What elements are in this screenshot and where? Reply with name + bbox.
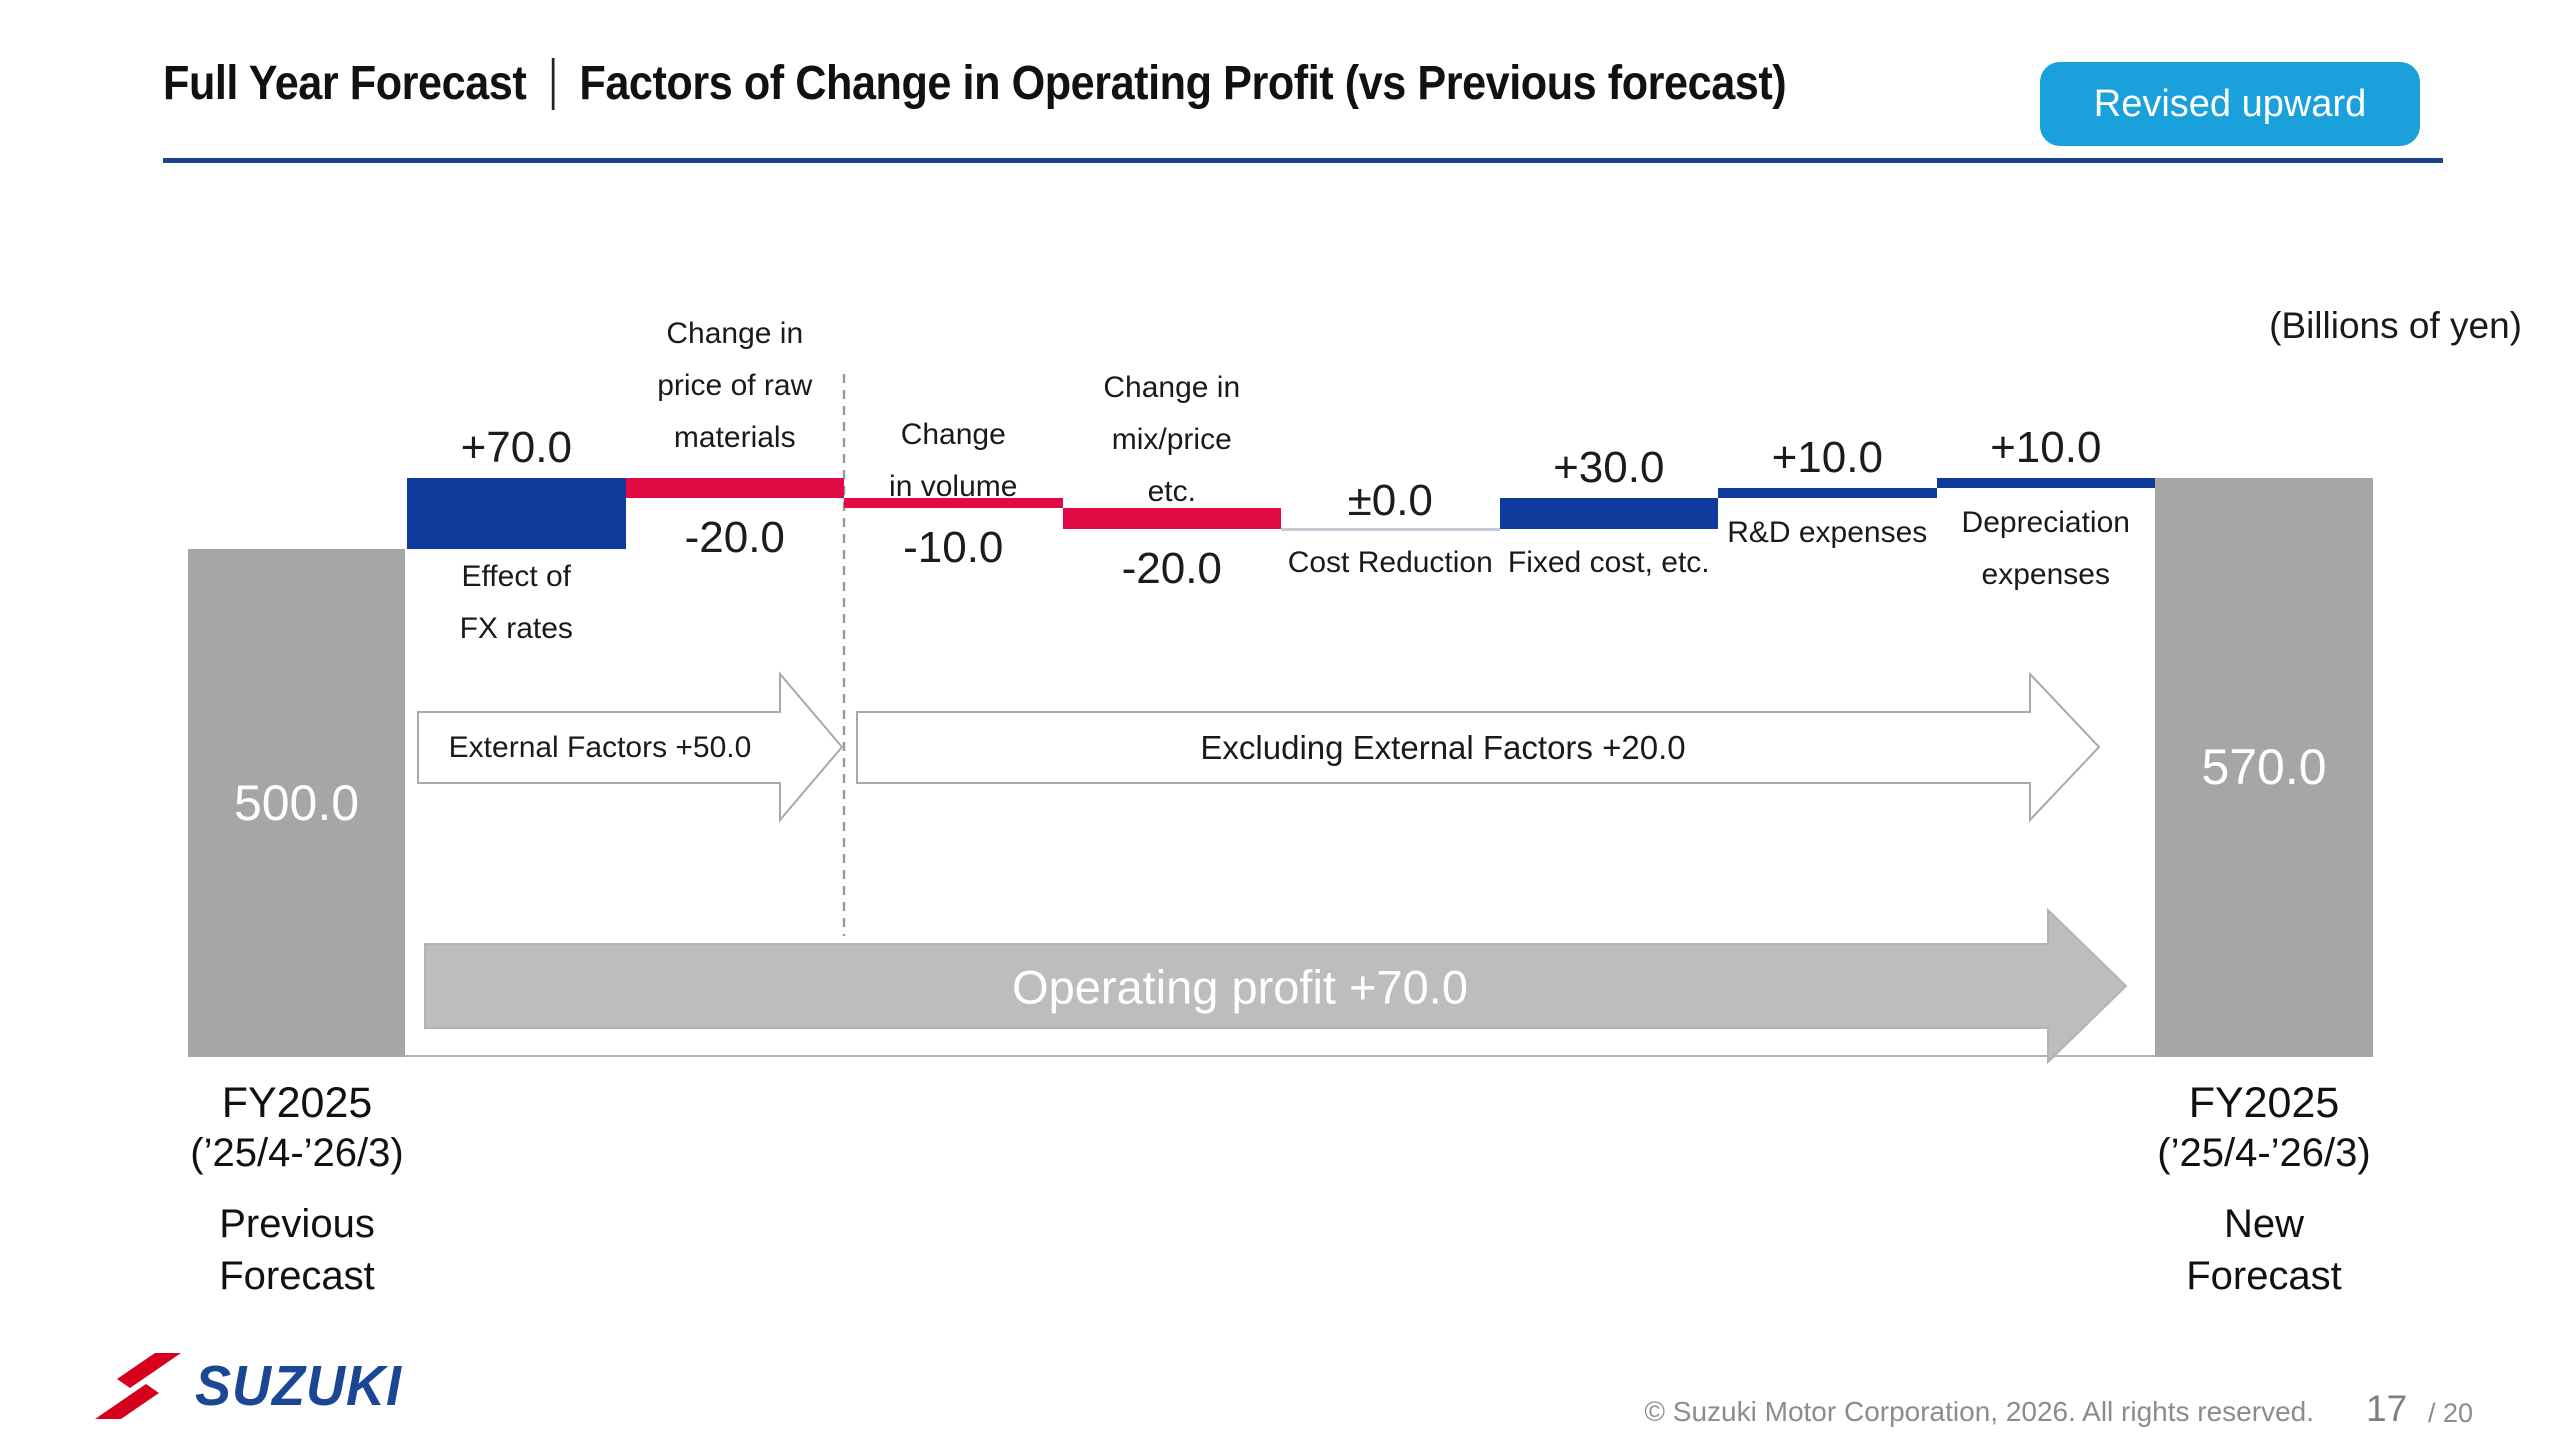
start-period: (’25/4-’26/3) xyxy=(190,1131,404,1175)
external-factors-arrow-label: External Factors +50.0 xyxy=(448,731,752,764)
step-label-change-in-price-of-raw-materials-line2: price of raw xyxy=(657,369,813,402)
step-bar-depreciation-expenses xyxy=(1936,477,2155,489)
start-total-bar: 500.0 xyxy=(188,549,405,1057)
step-label-change-in-mix-price-etc-line2: mix/price xyxy=(1111,423,1232,456)
step-value-change-in-volume: -10.0 xyxy=(903,523,1004,573)
start-forecast-word2: Forecast xyxy=(219,1254,375,1298)
step-bar-effect-of-fx-rates xyxy=(407,477,626,549)
step-bar-cost-reduction xyxy=(1281,527,1500,531)
step-value-fixed-cost-etc: +30.0 xyxy=(1553,443,1665,493)
end-fiscal-year: FY2025 xyxy=(2188,1079,2340,1127)
step-label-depreciation-expenses-line1: Depreciation xyxy=(1961,506,2130,539)
start-fiscal-year: FY2025 xyxy=(221,1079,373,1127)
revised-upward-badge: Revised upward xyxy=(2040,62,2420,146)
step-label-effect-of-fx-rates-line1: Effect of xyxy=(461,560,572,593)
chart-baseline xyxy=(188,1055,2373,1057)
title-underline xyxy=(163,158,2443,163)
step-value-cost-reduction: ±0.0 xyxy=(1347,475,1433,525)
step-label-cost-reduction-line1: Cost Reduction xyxy=(1287,546,1493,579)
page-total: / 20 xyxy=(2428,1398,2474,1428)
step-value-effect-of-fx-rates: +70.0 xyxy=(460,422,572,472)
step-label-change-in-price-of-raw-materials-line3: materials xyxy=(673,421,796,454)
title-divider xyxy=(551,57,555,110)
step-label-change-in-mix-price-etc-line3: etc. xyxy=(1147,475,1196,508)
suzuki-wordmark: SUZUKI xyxy=(195,1354,402,1418)
step-value-rd-expenses: +10.0 xyxy=(1771,433,1883,483)
step-label-change-in-volume-line1: Change xyxy=(900,418,1006,451)
end-total-bar: 570.0 xyxy=(2155,477,2373,1057)
suzuki-logo: SUZUKI xyxy=(95,1352,402,1420)
page-title-left: Full Year Forecast xyxy=(163,57,527,110)
step-bar-change-in-volume xyxy=(844,498,1063,509)
step-value-change-in-mix-price-etc: -20.0 xyxy=(1121,543,1222,593)
copyright-text: © Suzuki Motor Corporation, 2026. All ri… xyxy=(1644,1396,2314,1427)
revised-upward-badge-label: Revised upward xyxy=(2093,82,2367,125)
step-label-change-in-volume-line2: in volume xyxy=(889,470,1018,503)
step-label-depreciation-expenses-line2: expenses xyxy=(1981,558,2110,591)
step-bar-rd-expenses xyxy=(1718,488,1937,499)
end-period: (’25/4-’26/3) xyxy=(2157,1131,2371,1175)
step-value-change-in-price-of-raw-materials: -20.0 xyxy=(684,513,785,563)
end-forecast-word1: New xyxy=(2223,1202,2305,1246)
step-label-rd-expenses-line1: R&D expenses xyxy=(1727,516,1928,549)
excluding-external-factors-arrow-label: Excluding External Factors +20.0 xyxy=(1200,729,1686,766)
step-label-change-in-mix-price-etc-line1: Change in xyxy=(1103,371,1241,404)
step-bar-fixed-cost-etc xyxy=(1499,498,1718,529)
start-forecast-word1: Previous xyxy=(219,1202,375,1246)
step-label-effect-of-fx-rates-line2: FX rates xyxy=(459,612,573,645)
step-bar-change-in-mix-price-etc xyxy=(1062,508,1281,529)
unit-label: (Billions of yen) xyxy=(2269,305,2522,346)
end-axis-label: FY2025 (’25/4-’26/3) New Forecast xyxy=(2157,1078,2370,1302)
step-label-change-in-price-of-raw-materials-line1: Change in xyxy=(666,317,804,350)
suzuki-s-mark-icon xyxy=(95,1353,181,1419)
page-title-right: Factors of Change in Operating Profit (v… xyxy=(579,57,1787,110)
end-forecast-word2: Forecast xyxy=(2186,1254,2342,1298)
page-number: 17 xyxy=(2366,1388,2408,1429)
step-value-depreciation-expenses: +10.0 xyxy=(1990,422,2102,472)
start-axis-label: FY2025 (’25/4-’26/3) Previous Forecast xyxy=(190,1078,403,1302)
step-bar-change-in-price-of-raw-materials xyxy=(625,477,844,499)
operating-profit-arrow-label: Operating profit +70.0 xyxy=(1012,960,1468,1014)
page-title: Full Year Forecast Factors of Change in … xyxy=(163,56,1787,111)
step-label-fixed-cost-etc-line1: Fixed cost, etc. xyxy=(1507,546,1710,579)
